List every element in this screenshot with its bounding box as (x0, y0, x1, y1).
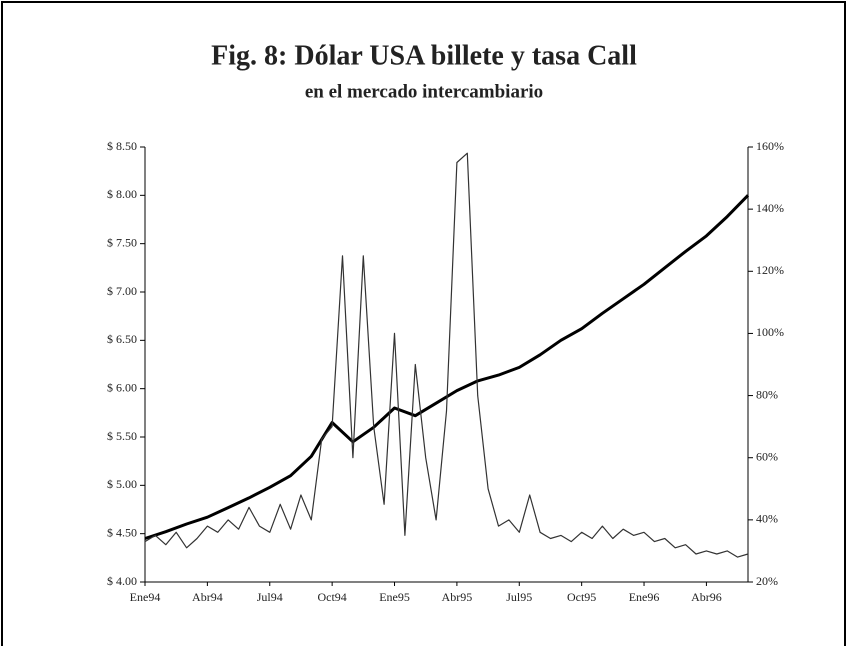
y-tick-label: $ 4.00 (107, 574, 137, 588)
x-tick-label: Ene96 (629, 590, 660, 604)
x-tick-label: Ene94 (130, 590, 161, 604)
y2-tick-label: 40% (756, 512, 778, 526)
chart-subtitle: en el mercado intercambiario (305, 81, 543, 102)
series-line (144, 194, 750, 540)
y2-tick-label: 60% (756, 449, 778, 463)
y-tick-label: $ 6.00 (107, 380, 137, 394)
x-tick-label: Oct94 (317, 590, 346, 604)
x-tick-label: Jul95 (506, 590, 532, 604)
x-tick-label: Abr96 (691, 590, 722, 604)
x-tick-label: Abr94 (192, 590, 223, 604)
y-tick-label: $ 7.50 (107, 235, 137, 249)
y2-tick-label: 140% (756, 201, 784, 215)
y2-tick-label: 120% (756, 263, 784, 277)
chart-title: Fig. 8: Dólar USA billete y tasa Call (211, 40, 637, 71)
y2-tick-label: 80% (756, 387, 778, 401)
y2-tick-label: 20% (756, 574, 778, 588)
y2-tick-label: 160% (756, 139, 784, 153)
y-tick-label: $ 4.50 (107, 525, 137, 539)
x-tick-label: Abr95 (442, 590, 473, 604)
series-line (144, 152, 749, 558)
y-tick-label: $ 6.50 (107, 332, 137, 346)
y-tick-label: $ 7.00 (107, 284, 137, 298)
x-tick-label: Ene95 (379, 590, 410, 604)
y-tick-label: $ 8.50 (107, 139, 137, 153)
x-tick-label: Jul94 (257, 590, 283, 604)
y-tick-label: $ 5.50 (107, 429, 137, 443)
y-tick-label: $ 5.00 (107, 477, 137, 491)
x-tick-label: Oct95 (567, 590, 596, 604)
y2-tick-label: 100% (756, 325, 784, 339)
y-tick-label: $ 8.00 (107, 187, 137, 201)
